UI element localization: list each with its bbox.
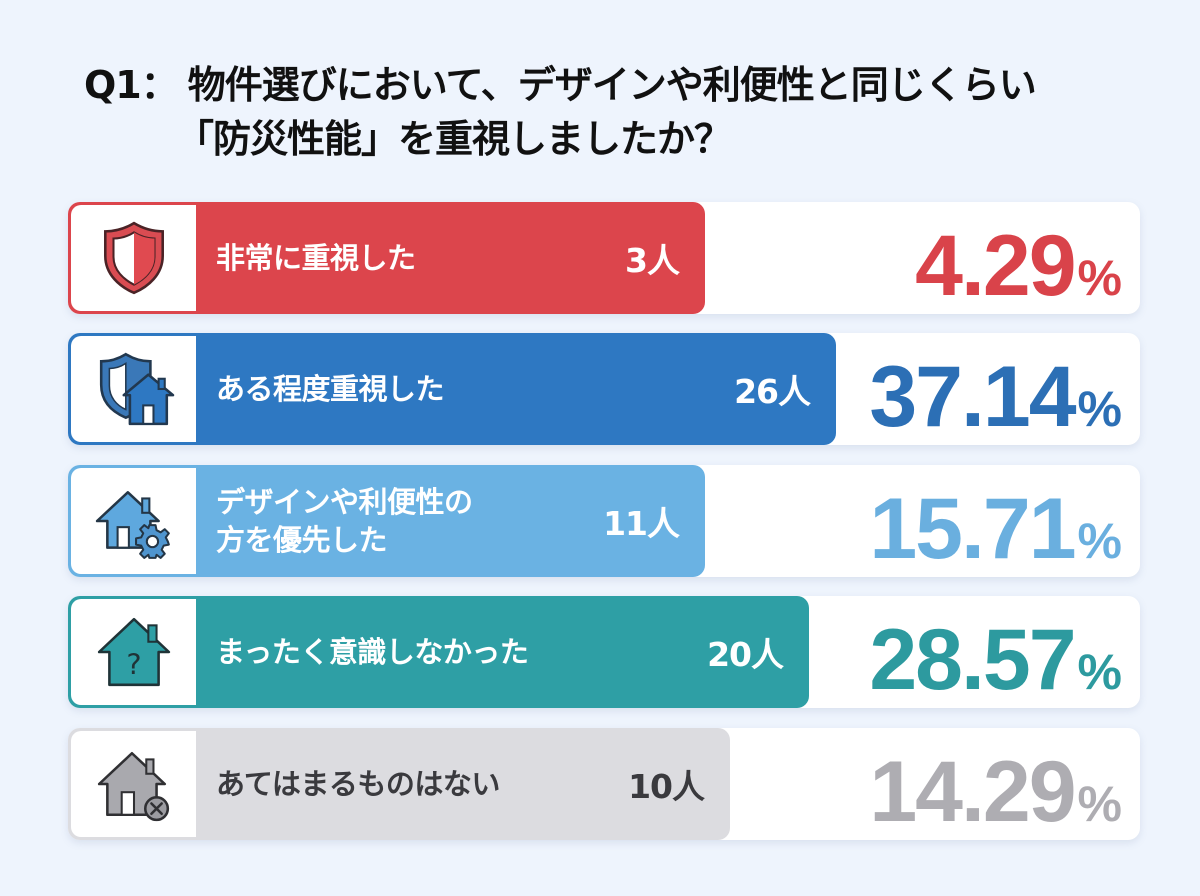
- answer-percent: 14.29%: [869, 744, 1122, 840]
- answer-bar: あてはまるものはない 10人: [68, 728, 730, 840]
- icon-container: [71, 205, 196, 311]
- shield-house-icon: [99, 352, 174, 426]
- answer-bar: 非常に重視した 3人: [68, 202, 705, 314]
- icon-container: ?: [71, 599, 196, 705]
- answer-row-not-conscious: ? まったく意識しなかった 20人 28.57%: [68, 596, 1140, 708]
- icon-container: [71, 468, 196, 574]
- question-number: Q1：: [84, 63, 179, 107]
- shield-icon: [103, 221, 164, 295]
- title-line-2: 「防災性能」を重視しましたか？: [176, 117, 732, 161]
- answer-count: 20人: [707, 635, 784, 674]
- answer-label: ある程度重視した: [216, 372, 445, 406]
- answer-row-very-important: 非常に重視した 3人 4.29%: [68, 202, 1140, 314]
- answer-bar: ? まったく意識しなかった 20人: [68, 596, 809, 708]
- answer-row-design-priority: デザインや利便性の 方を優先した 11人 15.71%: [68, 465, 1140, 577]
- answer-row-somewhat-important: ある程度重視した 26人 37.14%: [68, 333, 1140, 445]
- icon-container: [71, 731, 196, 837]
- answer-percent: 4.29%: [915, 218, 1122, 314]
- house-question-icon: ?: [97, 617, 170, 687]
- answer-label: あてはまるものはない: [216, 767, 500, 801]
- chart-title: Q1： 物件選びにおいて、デザインや利便性と同じくらい 「防災性能」を重視しました…: [84, 58, 1037, 166]
- answer-label: 非常に重視した: [216, 241, 416, 275]
- house-x-icon: [97, 751, 169, 822]
- answer-label: まったく意識しなかった: [216, 635, 529, 669]
- answer-percent: 28.57%: [869, 612, 1122, 708]
- answer-count: 26人: [734, 372, 811, 411]
- answer-count: 10人: [628, 767, 705, 806]
- answer-count: 11人: [603, 504, 680, 543]
- answer-row-none-apply: あてはまるものはない 10人 14.29%: [68, 728, 1140, 840]
- title-line-1: Q1： 物件選びにおいて、デザインや利便性と同じくらい: [84, 58, 1037, 112]
- answer-bar: ある程度重視した 26人: [68, 333, 836, 445]
- icon-container: [71, 336, 196, 442]
- answer-percent: 37.14%: [869, 349, 1122, 445]
- answer-percent: 15.71%: [869, 481, 1122, 577]
- house-gear-icon: [95, 491, 170, 559]
- svg-text:?: ?: [126, 648, 141, 682]
- answer-label: デザインや利便性の 方を優先した: [216, 485, 473, 557]
- answer-bar: デザインや利便性の 方を優先した 11人: [68, 465, 705, 577]
- answer-count: 3人: [625, 241, 680, 280]
